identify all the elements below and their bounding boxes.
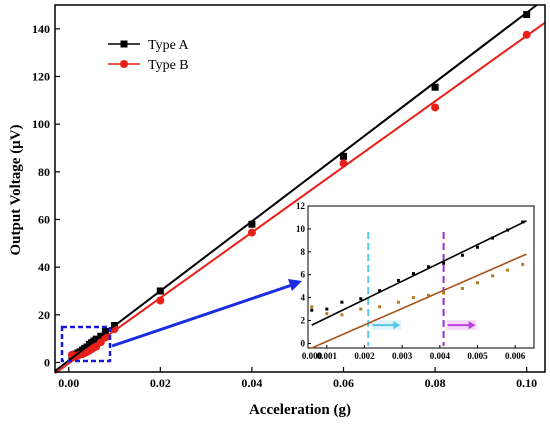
y-tick-label: 0 — [44, 355, 50, 369]
y-tick-label: 40 — [38, 260, 50, 274]
inset-data-point-0 — [411, 272, 415, 276]
fit-line-series-0 — [54, 4, 538, 372]
inset-data-point-0 — [340, 300, 344, 304]
zoom-pointer-arrowhead — [288, 279, 302, 291]
inset-x-tick-label: 0.004 — [430, 351, 451, 361]
inset-data-point-0 — [396, 278, 400, 282]
inset-data-point-0 — [476, 245, 479, 249]
data-point-series-0 — [248, 220, 256, 228]
inset-y-tick-label: 4 — [301, 293, 306, 303]
main-x-axis-ticks: 0.00 0.02 0.04 0.06 0.08 0.10 — [58, 367, 537, 390]
y-tick-label: 120 — [32, 69, 50, 83]
inset-data-point-1 — [427, 293, 431, 297]
y-tick-label: 140 — [32, 22, 50, 36]
main-fit-lines — [54, 4, 546, 375]
inset-y-axis-ticks: 0 2 4 6 8 10 12 — [296, 201, 311, 348]
inset-y-tick-label: 6 — [301, 270, 306, 280]
inset-y-tick-label: 10 — [296, 224, 306, 234]
inset-points — [310, 220, 525, 317]
data-point-series-0 — [340, 152, 348, 160]
legend: Type A Type B — [108, 38, 190, 73]
x-tick-label: 0.08 — [425, 376, 446, 390]
inset-data-point-1 — [442, 291, 446, 295]
legend-label-type-b: Type B — [148, 58, 189, 73]
y-tick-label: 80 — [38, 165, 50, 179]
inset-data-point-1 — [310, 305, 314, 309]
y-tick-label: 60 — [38, 212, 50, 226]
y-tick-label: 100 — [32, 117, 50, 131]
x-axis-label: Acceleration (g) — [249, 402, 351, 418]
x-tick-label: 0.10 — [516, 376, 537, 390]
inset-data-point-0 — [442, 261, 446, 265]
zoom-pointer-arrow — [111, 282, 296, 348]
inset-x-tick-label: 0.001 — [317, 351, 338, 361]
inset-data-point-0 — [506, 228, 510, 232]
inset-data-point-0 — [378, 289, 382, 293]
legend-label-type-a: Type A — [148, 38, 190, 53]
inset-x-tick-label: 0.006 — [505, 351, 526, 361]
inset-data-point-0 — [460, 253, 464, 257]
legend-marker-type-b — [120, 60, 128, 68]
inset-arrowhead-1 — [468, 321, 476, 330]
x-tick-label: 0.00 — [58, 376, 79, 390]
inset-data-point-0 — [310, 308, 314, 312]
legend-marker-type-a — [120, 40, 128, 48]
inset-data-point-1 — [378, 305, 382, 309]
inset-x-tick-label: 0.000 — [302, 351, 323, 361]
inset-frame — [307, 205, 535, 349]
inset-data-point-0 — [325, 307, 329, 311]
zoom-region-box — [60, 325, 112, 363]
inset-data-point-0 — [521, 220, 525, 224]
inset-marker-lines — [367, 232, 477, 346]
inset-data-point-1 — [476, 281, 479, 285]
inset-data-point-1 — [521, 262, 525, 266]
data-point-series-1 — [431, 103, 440, 112]
inset-data-point-0 — [491, 236, 495, 240]
inset-data-point-1 — [411, 296, 415, 300]
inset-x-tick-label: 0.003 — [392, 351, 413, 361]
fit-line-series-1 — [54, 21, 546, 375]
x-tick-label: 0.02 — [150, 376, 171, 390]
inset-data-point-1 — [396, 300, 400, 304]
inset-data-point-1 — [491, 274, 495, 278]
inset-data-point-1 — [506, 268, 510, 272]
inset-data-point-1 — [325, 312, 329, 316]
y-tick-label: 20 — [38, 308, 50, 322]
inset-x-tick-label: 0.005 — [467, 351, 488, 361]
data-point-series-0 — [523, 11, 531, 19]
inset-y-tick-label: 12 — [296, 201, 306, 211]
main-y-axis-ticks: 0 20 40 60 80 100 120 140 — [32, 22, 60, 369]
inset-y-tick-label: 8 — [301, 247, 306, 257]
x-tick-label: 0.04 — [241, 376, 262, 390]
y-axis-label: Output Voltage (μV) — [8, 124, 24, 255]
inset-data-point-1 — [359, 307, 363, 311]
inset-fit-line-0 — [311, 220, 527, 326]
inset-data-point-0 — [359, 297, 363, 301]
inset-data-point-0 — [427, 265, 431, 269]
data-point-series-0 — [431, 83, 439, 91]
x-tick-label: 0.06 — [333, 376, 354, 390]
main-plot-frame — [54, 4, 546, 373]
inset-y-tick-label: 2 — [301, 316, 306, 326]
inset-data-point-1 — [340, 313, 344, 317]
inset-fit-lines — [311, 220, 527, 349]
inset-y-tick-label: 0 — [301, 338, 306, 348]
inset-arrowhead-0 — [393, 321, 401, 330]
inset-data-point-1 — [460, 286, 464, 290]
inset-fit-line-1 — [311, 253, 527, 349]
inset-x-tick-label: 0.002 — [354, 351, 375, 361]
